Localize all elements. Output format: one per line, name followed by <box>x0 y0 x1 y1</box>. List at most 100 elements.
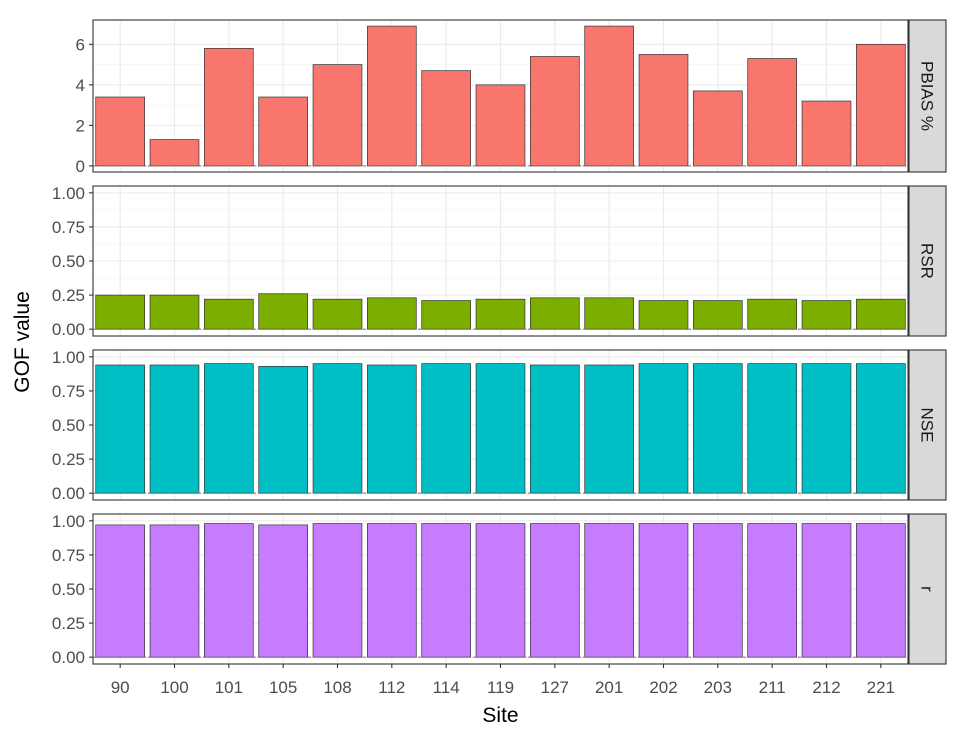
bar-r-100 <box>149 524 200 658</box>
bar-rsr-101 <box>204 298 254 330</box>
y-tick-label: 0.25 <box>52 614 85 633</box>
x-tick-label: 119 <box>487 678 514 697</box>
bar-rsr-112 <box>367 297 417 330</box>
panel-border <box>92 19 909 173</box>
bar-rsr-202 <box>638 300 689 330</box>
bar-pbias--119 <box>475 84 526 167</box>
x-tick-label: 221 <box>867 678 895 697</box>
bar-pbias--127 <box>530 56 580 167</box>
y-tick-label: 1.00 <box>52 184 85 203</box>
facet-strip-label: RSR <box>918 243 937 279</box>
y-tick-label: 0.25 <box>52 450 85 469</box>
bar-r-127 <box>530 523 580 658</box>
bar-r-212 <box>801 523 852 658</box>
bar-rsr-114 <box>421 300 471 330</box>
bar-rsr-201 <box>584 297 634 330</box>
x-tick-label: 90 <box>111 678 130 697</box>
bar-rsr-127 <box>530 297 580 330</box>
x-tick-label: 101 <box>215 678 243 697</box>
y-tick-label: 0.00 <box>52 320 85 339</box>
x-axis-title: Site <box>482 704 518 727</box>
bar-pbias--90 <box>95 96 145 167</box>
bar-r-201 <box>584 523 634 658</box>
bar-nse-101 <box>204 363 254 494</box>
y-tick-label: 0.00 <box>52 484 85 503</box>
bar-nse-105 <box>258 366 308 494</box>
bar-nse-108 <box>312 363 363 494</box>
bar-rsr-211 <box>747 298 797 330</box>
facet-strip <box>908 19 947 173</box>
bar-nse-211 <box>747 363 797 494</box>
bar-r-101 <box>204 523 254 658</box>
bar-pbias--108 <box>312 64 363 167</box>
y-tick-label: 0 <box>76 157 85 176</box>
bar-nse-90 <box>95 364 145 494</box>
y-tick-label: 0.50 <box>52 580 85 599</box>
bar-rsr-100 <box>149 294 200 330</box>
y-tick-label: 4 <box>76 76 85 95</box>
bar-r-203 <box>693 523 743 658</box>
y-tick-label: 6 <box>76 35 85 54</box>
bar-pbias--114 <box>421 70 471 167</box>
facet-strip-label: PBIAS % <box>918 61 937 131</box>
facet-strip <box>908 349 947 501</box>
bar-rsr-203 <box>693 300 743 330</box>
bar-r-211 <box>747 523 797 658</box>
bar-pbias--211 <box>747 58 797 167</box>
x-tick-label: 112 <box>378 678 405 697</box>
x-tick-label: 114 <box>433 678 460 697</box>
bar-r-105 <box>258 524 308 658</box>
bar-rsr-119 <box>475 298 526 330</box>
bar-pbias--221 <box>856 43 906 167</box>
bar-nse-202 <box>638 363 689 494</box>
bar-nse-221 <box>856 363 906 494</box>
bar-r-119 <box>475 523 526 658</box>
x-tick-label: 127 <box>541 678 569 697</box>
x-tick-label: 108 <box>323 678 351 697</box>
x-tick-label: 212 <box>812 678 840 697</box>
y-tick-label: 0.75 <box>52 546 85 565</box>
bar-nse-112 <box>367 364 417 494</box>
bar-pbias--202 <box>638 54 689 167</box>
bar-pbias--203 <box>693 90 743 167</box>
y-axis-title: GOF value <box>11 291 34 393</box>
y-tick-label: 0.00 <box>52 648 85 667</box>
x-tick-label: 201 <box>595 678 623 697</box>
bar-rsr-212 <box>801 300 852 330</box>
bar-nse-212 <box>801 363 852 494</box>
bar-rsr-90 <box>95 294 145 330</box>
bar-r-112 <box>367 523 417 658</box>
bar-rsr-221 <box>856 298 906 330</box>
bar-pbias--101 <box>204 48 254 167</box>
y-tick-label: 1.00 <box>52 348 85 367</box>
x-tick-label: 203 <box>704 678 732 697</box>
bar-pbias--201 <box>584 25 634 167</box>
bar-rsr-108 <box>312 298 363 330</box>
x-tick-label: 100 <box>160 678 188 697</box>
bar-nse-114 <box>421 363 471 494</box>
facet-strip-label: r <box>918 586 937 592</box>
y-tick-label: 2 <box>76 116 85 135</box>
bar-nse-100 <box>149 364 200 494</box>
bar-rsr-105 <box>258 293 308 330</box>
x-tick-label: 105 <box>269 678 297 697</box>
bar-pbias--100 <box>149 139 200 167</box>
bar-r-221 <box>856 523 906 658</box>
bar-r-90 <box>95 524 145 658</box>
facet-strip <box>908 513 947 665</box>
y-tick-label: 1.00 <box>52 512 85 531</box>
bar-r-114 <box>421 523 471 658</box>
bar-pbias--105 <box>258 96 308 167</box>
bar-nse-119 <box>475 363 526 494</box>
y-tick-label: 0.25 <box>52 286 85 305</box>
bar-pbias--212 <box>801 100 852 167</box>
y-tick-label: 0.75 <box>52 218 85 237</box>
bar-nse-127 <box>530 364 580 494</box>
y-tick-label: 0.50 <box>52 252 85 271</box>
bar-r-202 <box>638 523 689 658</box>
bar-nse-201 <box>584 364 634 494</box>
bar-pbias--112 <box>367 25 417 167</box>
y-tick-label: 0.50 <box>52 416 85 435</box>
